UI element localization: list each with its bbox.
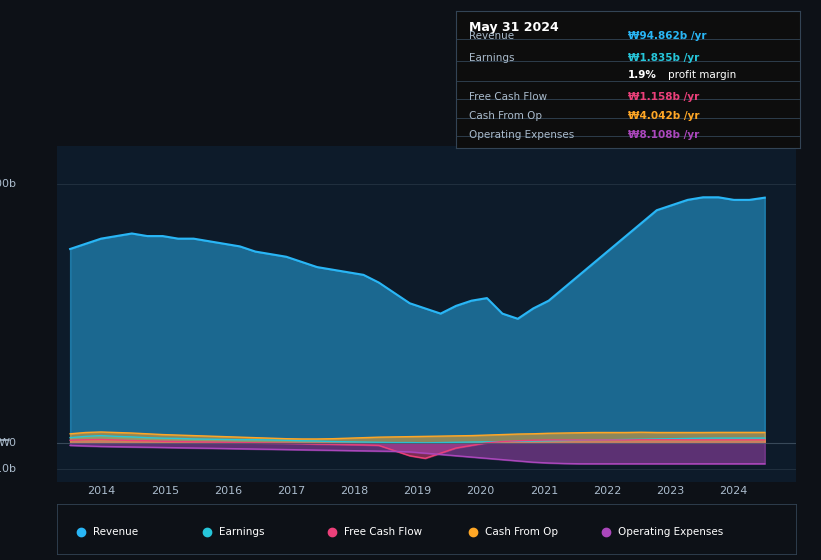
Text: ₩4.042b /yr: ₩4.042b /yr [628,111,699,121]
Text: ₩8.108b /yr: ₩8.108b /yr [628,130,699,140]
Text: Cash From Op: Cash From Op [484,527,557,536]
Text: Earnings: Earnings [470,53,515,63]
Text: ₩0: ₩0 [0,438,17,448]
Text: profit margin: profit margin [667,70,736,80]
Text: Operating Expenses: Operating Expenses [470,130,575,140]
Text: -₩10b: -₩10b [0,464,17,474]
Text: ₩100b: ₩100b [0,179,17,189]
Text: Revenue: Revenue [470,31,515,41]
Text: Revenue: Revenue [93,527,138,536]
Text: May 31 2024: May 31 2024 [470,21,559,34]
Text: ₩94.862b /yr: ₩94.862b /yr [628,31,707,41]
Text: Free Cash Flow: Free Cash Flow [470,92,548,102]
Text: Cash From Op: Cash From Op [470,111,543,121]
Text: ₩1.835b /yr: ₩1.835b /yr [628,53,699,63]
Text: ₩1.158b /yr: ₩1.158b /yr [628,92,699,102]
Text: Free Cash Flow: Free Cash Flow [344,527,422,536]
Text: Earnings: Earnings [218,527,264,536]
Text: Operating Expenses: Operating Expenses [617,527,722,536]
Text: 1.9%: 1.9% [628,70,657,80]
